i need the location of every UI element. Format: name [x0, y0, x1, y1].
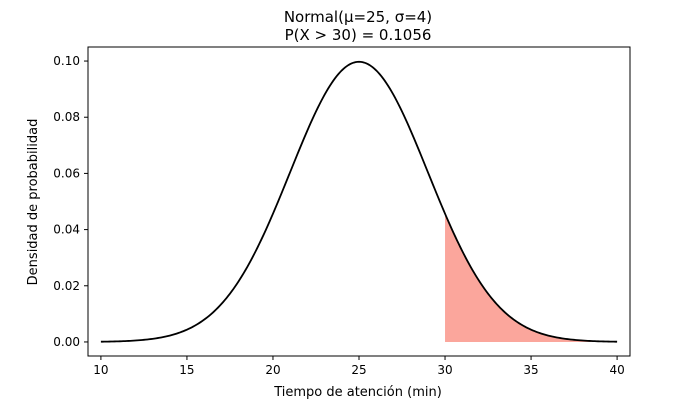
y-tick-label: 0.00: [53, 335, 80, 349]
x-tick-label: 40: [609, 363, 624, 377]
x-axis-label: Tiempo de atención (min): [273, 385, 442, 400]
y-tick-label: 0.04: [53, 223, 80, 237]
chart-title: Normal(μ=25, σ=4): [284, 8, 432, 26]
shaded-tail-region: [445, 213, 618, 342]
y-tick-label: 0.10: [53, 54, 80, 68]
y-tick-label: 0.06: [53, 166, 80, 180]
x-tick-label: 25: [351, 363, 366, 377]
x-tick-label: 30: [437, 363, 452, 377]
y-tick-label: 0.02: [53, 279, 80, 293]
x-tick-label: 10: [93, 363, 108, 377]
y-tick-label: 0.08: [53, 110, 80, 124]
x-tick-label: 20: [265, 363, 280, 377]
axes: 10 15 20 25 30 35 40 0.00 0.02 0.04 0.06 0.08 0.10: [53, 46, 631, 377]
y-axis-label: Densidad de probabilidad: [26, 119, 41, 286]
density-curve: [100, 60, 618, 343]
x-tick-label: 35: [523, 363, 538, 377]
chart-subtitle: P(X > 30) = 0.1056: [285, 26, 432, 44]
plot-area: [100, 60, 618, 343]
x-tick-label: 15: [179, 363, 194, 377]
